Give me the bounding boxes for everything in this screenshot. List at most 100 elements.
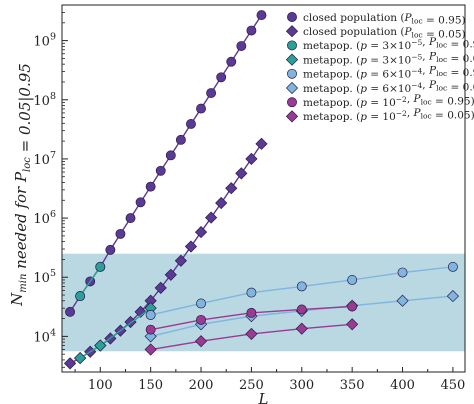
legend-marker <box>287 40 297 51</box>
plot-frame <box>61 4 466 373</box>
data-point <box>145 324 156 335</box>
data-point <box>194 225 208 239</box>
data-point <box>397 267 408 278</box>
legend-item: metapop. (p = 10−2, Ploc = 0.05) <box>285 107 474 123</box>
data-point <box>134 305 147 318</box>
legend: closed population (Ploc = 0.95)closed po… <box>285 12 474 123</box>
data-point <box>225 182 238 195</box>
legend-label: metapop. (p = 3×10−5, Ploc = 0.05) <box>303 50 474 66</box>
y-tick-label: 105 <box>33 268 56 286</box>
legend-item: closed population (Ploc = 0.95) <box>287 12 466 27</box>
y-tick-label: 108 <box>33 91 56 109</box>
x-tick-label: 100 <box>88 378 113 393</box>
data-point <box>175 134 186 145</box>
data-point <box>63 357 77 370</box>
data-point <box>115 228 126 239</box>
data-point <box>447 261 458 272</box>
y-tick-labels: 104 105 106 107 108 109 <box>33 32 56 346</box>
x-tick-label: 350 <box>340 378 365 393</box>
x-tick-label: 400 <box>390 378 415 393</box>
y-tick-label: 104 <box>33 327 56 345</box>
legend-item: metapop. (p = 3×10−5, Ploc = 0.05) <box>285 50 474 66</box>
data-point <box>164 268 177 281</box>
series-3 <box>75 261 106 302</box>
data-point <box>346 318 359 331</box>
data-point <box>245 327 258 341</box>
legend-label: metapop. (p = 3×10−5, Ploc = 0.95) <box>303 36 474 52</box>
x-axis-label: L <box>258 390 269 404</box>
x-tick-label: 300 <box>289 378 314 393</box>
legend-marker <box>285 81 299 95</box>
data-point <box>206 88 217 98</box>
series-5 <box>145 261 458 320</box>
legend-marker <box>287 97 297 108</box>
data-point <box>145 310 156 320</box>
legend-label: closed population (Ploc = 0.05) <box>303 26 466 41</box>
data-point <box>256 10 267 21</box>
data-point <box>75 291 86 302</box>
legend-label: closed population (Ploc = 0.95) <box>303 12 466 27</box>
data-point <box>105 244 116 255</box>
data-point <box>296 304 307 315</box>
legend-item: metapop. (p = 10−2, Ploc = 0.95) <box>287 93 474 109</box>
legend-marker <box>285 110 299 123</box>
data-point <box>74 351 87 365</box>
y-axis-label: Nmin needed for Ploc = 0.05|0.95 <box>8 63 34 307</box>
data-point <box>246 307 257 318</box>
x-tick-label: 200 <box>189 378 214 393</box>
data-point <box>295 322 308 335</box>
data-point <box>396 294 409 307</box>
shaded-band <box>62 253 465 352</box>
data-point <box>155 165 166 176</box>
x-tick-label: 250 <box>239 378 264 393</box>
legend-label: metapop. (p = 6×10−4, Ploc = 0.05) <box>303 79 474 95</box>
data-point <box>245 152 258 166</box>
data-point <box>186 119 196 129</box>
data-point <box>205 211 218 224</box>
data-point <box>125 213 136 224</box>
legend-item: metapop. (p = 3×10−5, Ploc = 0.95) <box>287 36 474 52</box>
data-point <box>165 150 176 161</box>
data-point <box>196 314 206 325</box>
data-point <box>296 281 307 292</box>
series-line <box>79 266 101 297</box>
data-point <box>347 301 358 312</box>
series-7 <box>145 301 358 335</box>
data-point <box>174 254 187 267</box>
data-point <box>226 56 237 67</box>
data-point <box>65 306 76 317</box>
data-point <box>255 137 268 150</box>
y-tick-label: 107 <box>33 150 56 168</box>
x-tick-label: 150 <box>138 378 163 393</box>
data-point <box>196 103 206 114</box>
legend-label: metapop. (p = 6×10−4, Ploc = 0.95) <box>303 65 474 81</box>
y-tick-label: 106 <box>33 209 56 227</box>
y-tick-label: 109 <box>33 32 56 50</box>
series-8 <box>144 318 359 356</box>
x-tick-labels: 100 150 200 250 300 350 400 450 <box>88 378 465 393</box>
series-layer <box>63 10 460 370</box>
data-point <box>184 240 198 253</box>
data-point <box>246 25 257 36</box>
data-point <box>446 289 460 303</box>
legend-item: metapop. (p = 6×10−4, Ploc = 0.95) <box>287 65 474 81</box>
data-point <box>347 274 358 285</box>
legend-marker <box>287 68 297 79</box>
legend-marker <box>287 12 297 22</box>
legend-item: metapop. (p = 6×10−4, Ploc = 0.05) <box>285 79 474 95</box>
data-point <box>235 167 248 180</box>
data-point <box>145 181 156 192</box>
legend-marker <box>285 53 299 66</box>
legend-label: metapop. (p = 10−2, Ploc = 0.05) <box>303 107 474 123</box>
data-point <box>236 41 247 51</box>
data-point <box>94 339 107 352</box>
data-point <box>215 196 228 210</box>
legend-item: closed population (Ploc = 0.05) <box>285 25 466 41</box>
data-point <box>196 298 206 309</box>
data-point <box>216 72 227 83</box>
data-point <box>135 197 146 208</box>
data-point <box>154 281 167 295</box>
x-tick-label: 450 <box>440 378 465 393</box>
data-point <box>194 335 208 348</box>
